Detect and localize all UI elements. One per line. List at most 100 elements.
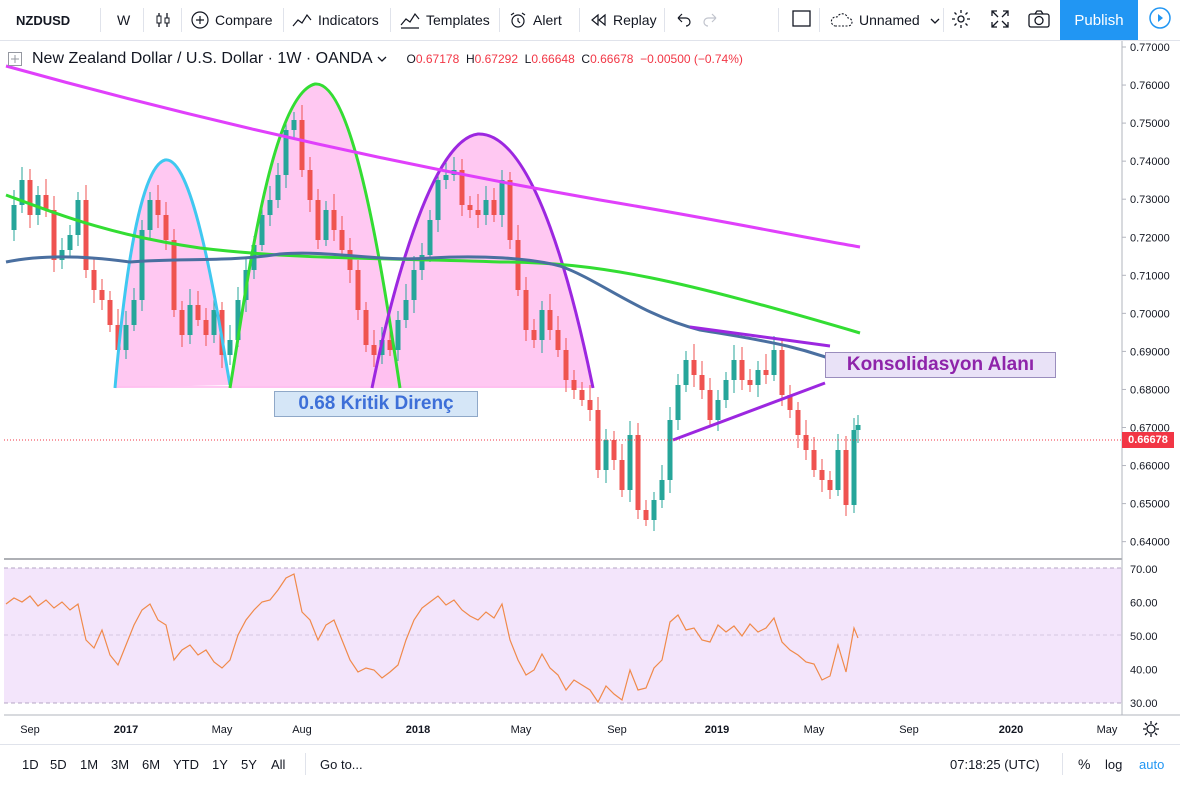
candle-body [427, 220, 433, 255]
candle-body [403, 300, 409, 320]
time-tick-label: Sep [899, 724, 919, 736]
candle-body [371, 345, 377, 355]
rsi-tick-label: 30.00 [1130, 698, 1158, 710]
candle-body [563, 350, 569, 380]
add-symbol-icon[interactable] [8, 52, 22, 66]
redo-button[interactable] [702, 0, 720, 40]
candle-body [811, 450, 817, 470]
range-6m[interactable]: 6M [142, 756, 161, 772]
candle-body [387, 340, 393, 350]
candle-body [35, 195, 41, 215]
gear-icon [951, 9, 971, 32]
price-tick-label: 0.66000 [1130, 461, 1170, 473]
settings-button[interactable] [951, 0, 971, 40]
candle-body [739, 360, 745, 380]
price-tick-label: 0.70000 [1130, 308, 1170, 320]
price-tick-label: 0.65000 [1130, 499, 1170, 511]
candle-body [659, 480, 665, 500]
range-5d[interactable]: 5D [50, 756, 67, 772]
chart-style-button[interactable] [154, 0, 178, 40]
consolidation-annotation[interactable]: Konsolidasyon Alanı [825, 352, 1056, 378]
candle-body [355, 270, 361, 310]
candle-body [779, 350, 785, 395]
price-axis: 0.77000 0.76000 0.75000 0.74000 0.73000 0.720… [1122, 42, 1170, 549]
chevron-down-icon [930, 12, 940, 28]
alert-label: Alert [533, 12, 562, 28]
fullscreen-select-button[interactable] [792, 0, 812, 40]
range-1m[interactable]: 1M [80, 756, 99, 772]
candle-body [467, 205, 473, 210]
templates-label: Templates [426, 12, 490, 28]
candle-body [43, 195, 49, 210]
candle-body [347, 250, 353, 270]
price-chart[interactable]: 0.77000 0.76000 0.75000 0.74000 0.73000 0.720… [0, 41, 1180, 741]
candle-body [315, 200, 321, 240]
candle-body [707, 390, 713, 420]
time-tick-label: Aug [292, 724, 312, 736]
range-ytd[interactable]: YTD [173, 756, 199, 772]
templates-button[interactable]: Templates [400, 0, 490, 40]
range-1y[interactable]: 1Y [212, 756, 228, 772]
candle-body [443, 175, 449, 180]
candle-body [475, 210, 481, 215]
candle-body [771, 350, 777, 375]
candle-body [691, 360, 697, 375]
candles-icon [154, 11, 172, 29]
layout-name-button[interactable]: Unnamed [829, 0, 940, 40]
range-1d[interactable]: 1D [22, 756, 39, 772]
log-toggle[interactable]: log [1105, 756, 1123, 772]
candle-body [299, 120, 305, 170]
chart-legend: New Zealand Dollar / U.S. Dollar · 1W · … [8, 50, 743, 68]
range-3m[interactable]: 3M [111, 756, 130, 772]
candle-body [75, 200, 81, 235]
candle-body [131, 300, 137, 325]
undo-button[interactable] [674, 0, 692, 40]
undo-icon [674, 10, 692, 31]
candle-body [507, 180, 513, 240]
price-tick-label: 0.71000 [1130, 270, 1170, 282]
interval-button[interactable]: W [117, 0, 130, 40]
publish-menu-button[interactable] [1140, 0, 1180, 40]
rsi-band [4, 568, 1122, 703]
snapshot-button[interactable] [1028, 0, 1050, 40]
chevron-down-icon[interactable] [377, 55, 387, 63]
candle-body [147, 200, 153, 230]
ohlc-values: O0.67178 H0.67292 L0.66648 C0.66678 −0.0… [406, 52, 743, 66]
time-tick-label: May [511, 724, 532, 736]
consolidation-lines [672, 325, 831, 442]
resistance-annotation[interactable]: 0.68 Kritik Direnç [274, 391, 478, 417]
fullscreen-button[interactable] [990, 0, 1010, 40]
symbol-search[interactable]: NZDUSD [16, 0, 70, 40]
publish-button[interactable]: Publish [1060, 0, 1138, 40]
percent-toggle[interactable]: % [1078, 756, 1091, 772]
candle-body [787, 395, 793, 410]
goto-button[interactable]: Go to... [320, 756, 363, 772]
candle-body [611, 440, 617, 460]
price-tick-label: 0.68000 [1130, 384, 1170, 396]
replay-button[interactable]: Replay [589, 0, 657, 40]
candle-body [227, 340, 233, 355]
clock-display[interactable]: 07:18:25 (UTC) [950, 756, 1040, 772]
candle-body [803, 435, 809, 450]
candle-body [619, 460, 625, 490]
time-tick-label: May [212, 724, 233, 736]
candle-body [395, 320, 401, 350]
candle-body [555, 330, 561, 350]
candle-body [483, 200, 489, 215]
time-tick-label: Sep [20, 724, 40, 736]
price-tick-label: 0.75000 [1130, 118, 1170, 130]
symbol-title[interactable]: New Zealand Dollar / U.S. Dollar · 1W · … [32, 50, 373, 67]
alert-button[interactable]: Alert [509, 0, 562, 40]
range-5y[interactable]: 5Y [241, 756, 257, 772]
bottom-bar: 1D 5D 1M 3M 6M YTD 1Y 5Y All Go to... 07… [0, 744, 1180, 785]
candle-body [491, 200, 497, 215]
price-tick-label: 0.74000 [1130, 156, 1170, 168]
candle-body [107, 300, 113, 325]
axis-settings-icon[interactable] [1143, 721, 1159, 737]
compare-button[interactable]: Compare [191, 0, 273, 40]
auto-toggle[interactable]: auto [1139, 756, 1165, 772]
layout-name-label: Unnamed [859, 12, 920, 28]
indicators-button[interactable]: Indicators [292, 0, 379, 40]
range-all[interactable]: All [271, 756, 286, 772]
candle-body [667, 420, 673, 480]
